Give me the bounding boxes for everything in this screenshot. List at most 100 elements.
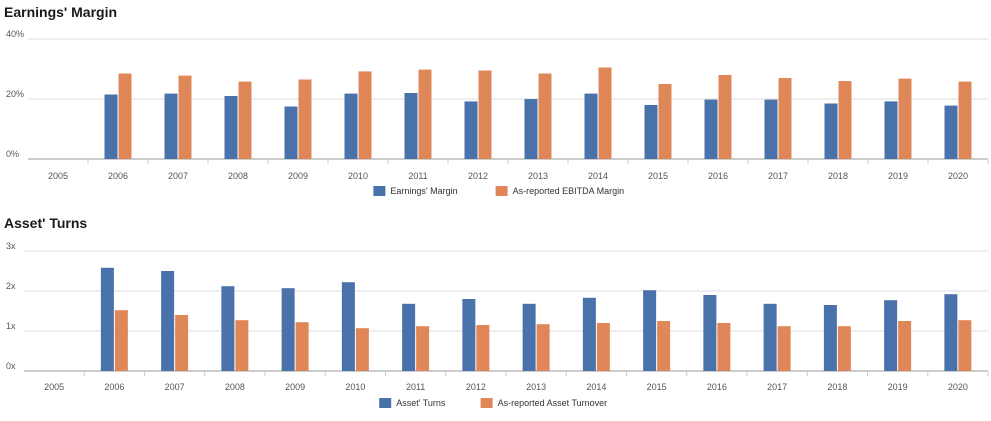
chart-title-earnings-margin: Earnings' Margin xyxy=(4,4,118,20)
x-tick-label: 2010 xyxy=(345,382,365,392)
bar-series-2-2009 xyxy=(298,79,312,159)
bar-series-1-2016 xyxy=(704,99,718,159)
bar-series-1-2006 xyxy=(100,267,114,371)
bar-series-1-2007 xyxy=(161,271,175,371)
bar-series-2-2017 xyxy=(777,326,791,371)
bar-series-1-2009 xyxy=(284,106,298,159)
y-tick-label: 0x xyxy=(6,361,16,371)
bar-series-2-2013 xyxy=(536,324,550,371)
x-tick-label: 2016 xyxy=(707,382,727,392)
bar-series-1-2017 xyxy=(764,99,778,159)
x-tick-label: 2007 xyxy=(165,382,185,392)
bar-series-1-2007 xyxy=(164,93,178,159)
bar-series-1-2008 xyxy=(221,286,235,371)
bar-series-1-2020 xyxy=(944,294,958,371)
legend-label: Asset' Turns xyxy=(396,398,446,408)
bar-series-1-2010 xyxy=(344,93,358,159)
bar-series-1-2017 xyxy=(763,303,777,371)
bar-series-2-2018 xyxy=(837,326,851,371)
bar-series-2-2008 xyxy=(238,81,252,159)
x-tick-label: 2015 xyxy=(647,382,667,392)
bar-series-2-2014 xyxy=(598,67,612,159)
bar-series-1-2011 xyxy=(402,303,416,371)
bar-series-2-2020 xyxy=(958,81,972,159)
bar-series-1-2016 xyxy=(703,295,717,371)
x-tick-label: 2005 xyxy=(44,382,64,392)
bar-series-1-2006 xyxy=(104,94,118,159)
x-tick-label: 2012 xyxy=(466,382,486,392)
x-tick-label: 2020 xyxy=(948,171,968,181)
x-tick-label: 2006 xyxy=(108,171,128,181)
bar-series-2-2011 xyxy=(418,69,432,159)
x-tick-label: 2020 xyxy=(948,382,968,392)
legend-swatch xyxy=(379,398,392,408)
bar-series-1-2015 xyxy=(643,290,657,371)
bar-series-1-2014 xyxy=(584,93,598,159)
x-tick-label: 2019 xyxy=(888,382,908,392)
bar-series-1-2008 xyxy=(224,96,238,159)
bar-series-1-2012 xyxy=(464,101,478,159)
legend-label: As-reported EBITDA Margin xyxy=(513,186,625,196)
x-tick-label: 2008 xyxy=(228,171,248,181)
y-tick-label: 1x xyxy=(6,321,16,331)
bar-series-1-2018 xyxy=(824,103,838,159)
legend-label: Earnings' Margin xyxy=(390,186,457,196)
x-tick-label: 2007 xyxy=(168,171,188,181)
y-tick-label: 20% xyxy=(6,89,24,99)
bar-series-2-2019 xyxy=(898,321,912,371)
bar-series-2-2010 xyxy=(355,328,369,371)
x-tick-label: 2011 xyxy=(408,171,427,181)
bar-series-2-2017 xyxy=(778,78,792,159)
bar-series-1-2010 xyxy=(341,282,355,371)
x-tick-label: 2014 xyxy=(586,382,606,392)
x-tick-label: 2011 xyxy=(406,382,425,392)
bar-series-2-2015 xyxy=(658,84,672,159)
bar-series-1-2020 xyxy=(944,105,958,159)
bar-series-2-2007 xyxy=(178,75,192,159)
y-tick-label: 40% xyxy=(6,29,24,39)
legend-swatch xyxy=(495,186,508,196)
bar-series-2-2006 xyxy=(114,310,128,371)
bar-series-1-2014 xyxy=(582,297,596,371)
x-tick-label: 2015 xyxy=(648,171,668,181)
bar-series-1-2009 xyxy=(281,288,295,371)
bar-series-2-2019 xyxy=(898,78,912,159)
bar-series-1-2015 xyxy=(644,105,658,159)
bar-series-1-2013 xyxy=(524,99,538,159)
x-tick-label: 2018 xyxy=(827,382,847,392)
x-tick-label: 2017 xyxy=(767,382,787,392)
bar-series-1-2018 xyxy=(823,305,837,371)
y-tick-label: 2x xyxy=(6,281,16,291)
x-tick-label: 2013 xyxy=(528,171,548,181)
bar-series-2-2015 xyxy=(657,321,671,371)
bar-series-2-2011 xyxy=(416,326,430,371)
bar-series-2-2016 xyxy=(718,75,732,159)
chart-title-asset-turns: Asset' Turns xyxy=(4,215,88,231)
x-tick-label: 2018 xyxy=(828,171,848,181)
x-tick-label: 2010 xyxy=(348,171,368,181)
x-tick-label: 2019 xyxy=(888,171,908,181)
legend-swatch xyxy=(480,398,493,408)
bar-series-2-2018 xyxy=(838,81,852,159)
bar-series-2-2013 xyxy=(538,73,552,159)
legend-label: As-reported Asset Turnover xyxy=(498,398,608,408)
x-tick-label: 2017 xyxy=(768,171,788,181)
x-tick-label: 2012 xyxy=(468,171,488,181)
bar-series-2-2006 xyxy=(118,73,132,159)
y-tick-label: 0% xyxy=(6,149,19,159)
x-tick-label: 2014 xyxy=(588,171,608,181)
x-tick-label: 2005 xyxy=(48,171,68,181)
bar-series-2-2007 xyxy=(175,315,189,371)
bar-series-1-2019 xyxy=(884,300,898,371)
x-tick-label: 2013 xyxy=(526,382,546,392)
bar-series-2-2012 xyxy=(476,325,490,371)
bar-series-2-2014 xyxy=(596,323,610,371)
y-tick-label: 3x xyxy=(6,241,16,251)
bar-series-2-2020 xyxy=(958,320,972,371)
bar-series-1-2013 xyxy=(522,303,536,371)
x-tick-label: 2008 xyxy=(225,382,245,392)
x-tick-label: 2006 xyxy=(104,382,124,392)
bar-series-1-2011 xyxy=(404,93,418,159)
bar-series-1-2019 xyxy=(884,101,898,159)
